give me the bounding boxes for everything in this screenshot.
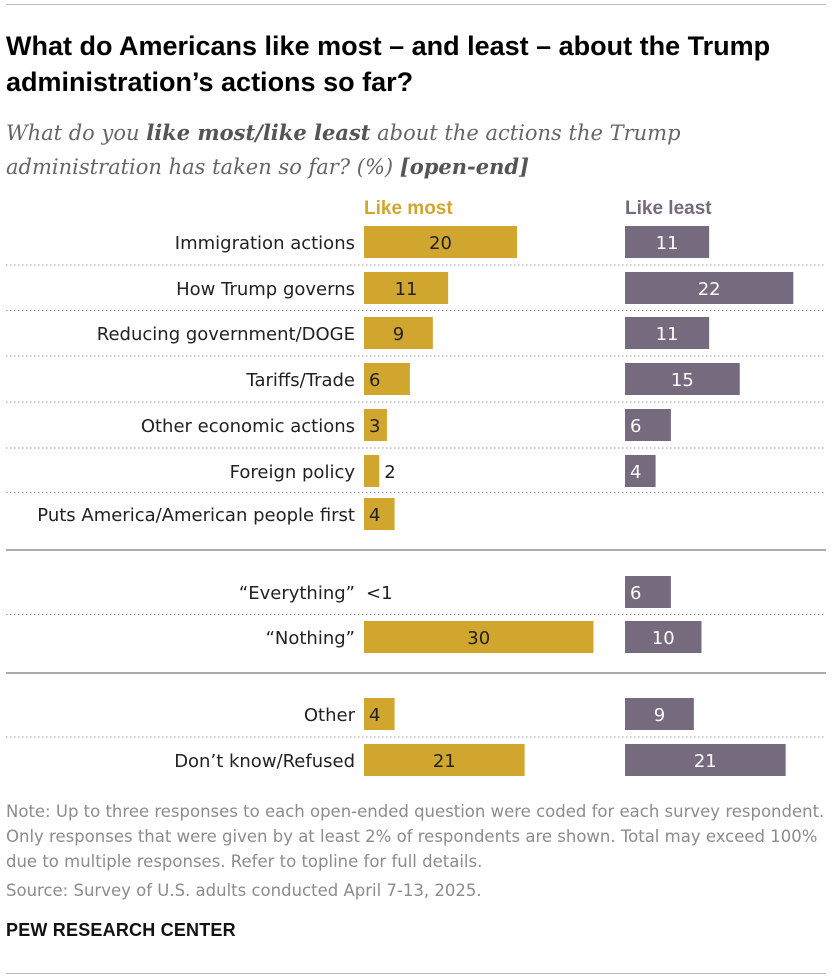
subtitle-emphasis-1: like most/like least	[146, 120, 371, 145]
bar-chart: Like most Like least Immigration actions Ho…	[6, 198, 826, 776]
like-least-bar	[625, 317, 710, 349]
like-most-bar	[364, 272, 449, 304]
like-most-value-label: 30	[467, 628, 490, 649]
category-label: Puts America/American people first	[37, 505, 355, 526]
subtitle-text-1: What do you	[6, 121, 147, 145]
like-least-bar	[625, 272, 794, 304]
like-least-bar	[625, 455, 656, 487]
top-rule	[6, 4, 826, 5]
pew-research-center-logo: PEW RESEARCH CENTER	[6, 920, 236, 940]
like-least-value-label: 22	[698, 279, 721, 300]
subtitle-text-2: about the actions the Trump administrati…	[6, 121, 681, 179]
category-label: Immigration actions	[175, 233, 355, 254]
like-most-bar	[364, 498, 395, 530]
chart-source: Source: Survey of U.S. adults conducted …	[6, 881, 482, 900]
chart-title: What do Americans like most – and least …	[6, 31, 771, 97]
like-most-bar	[364, 698, 395, 730]
like-most-bar	[364, 744, 525, 776]
like-most-value-label: <1	[366, 583, 393, 604]
subtitle-emphasis-2: [open-end]	[399, 154, 530, 179]
like-most-value-label: 6	[369, 370, 380, 391]
like-least-bar	[625, 226, 710, 258]
like-most-value-label: 20	[429, 233, 452, 254]
like-most-bar	[364, 363, 410, 395]
like-least-value-label: 15	[671, 370, 694, 391]
category-label: Don’t know/Refused	[174, 751, 355, 772]
like-least-value-label: 10	[652, 628, 675, 649]
category-label: “Nothing”	[266, 628, 355, 649]
like-least-value-label: 21	[694, 751, 717, 772]
like-least-value-label: 6	[630, 583, 641, 604]
like-most-value-label: 11	[395, 279, 418, 300]
legend-like-most: Like most	[364, 198, 453, 219]
like-most-bar	[364, 317, 433, 349]
like-most-value-label: 4	[369, 705, 380, 726]
like-least-value-label: 6	[630, 416, 641, 437]
chart-subtitle: What do you like most/like least about t…	[6, 116, 766, 184]
like-most-bar	[364, 455, 380, 487]
category-label: Foreign policy	[230, 462, 356, 483]
like-least-value-label: 11	[656, 324, 679, 345]
like-least-bar	[625, 576, 671, 608]
like-most-bar	[364, 409, 387, 441]
like-most-value-label: 3	[369, 416, 380, 437]
like-least-bar	[625, 409, 671, 441]
like-most-bar	[364, 621, 594, 653]
category-label: How Trump governs	[176, 279, 355, 300]
like-most-value-label: 9	[393, 324, 404, 345]
like-least-bar	[625, 744, 786, 776]
like-least-bar	[625, 621, 702, 653]
category-label: Other economic actions	[141, 416, 355, 437]
like-least-value-label: 4	[630, 462, 641, 483]
chart-note: Note: Up to three responses to each open…	[6, 802, 825, 871]
like-most-bar	[364, 226, 517, 258]
like-most-value-label: 21	[433, 751, 456, 772]
legend-like-least: Like least	[625, 198, 712, 219]
category-label: Reducing government/DOGE	[97, 324, 355, 345]
like-most-value-label: 4	[369, 505, 380, 526]
category-label: Other	[304, 705, 356, 726]
category-label: “Everything”	[239, 583, 355, 604]
like-most-value-label: 2	[384, 462, 395, 483]
like-least-value-label: 9	[654, 705, 665, 726]
like-least-bar	[625, 363, 740, 395]
bottom-rule	[6, 973, 826, 974]
like-least-value-label: 11	[656, 233, 679, 254]
like-least-bar	[625, 698, 694, 730]
category-label: Tariffs/Trade	[245, 370, 355, 391]
